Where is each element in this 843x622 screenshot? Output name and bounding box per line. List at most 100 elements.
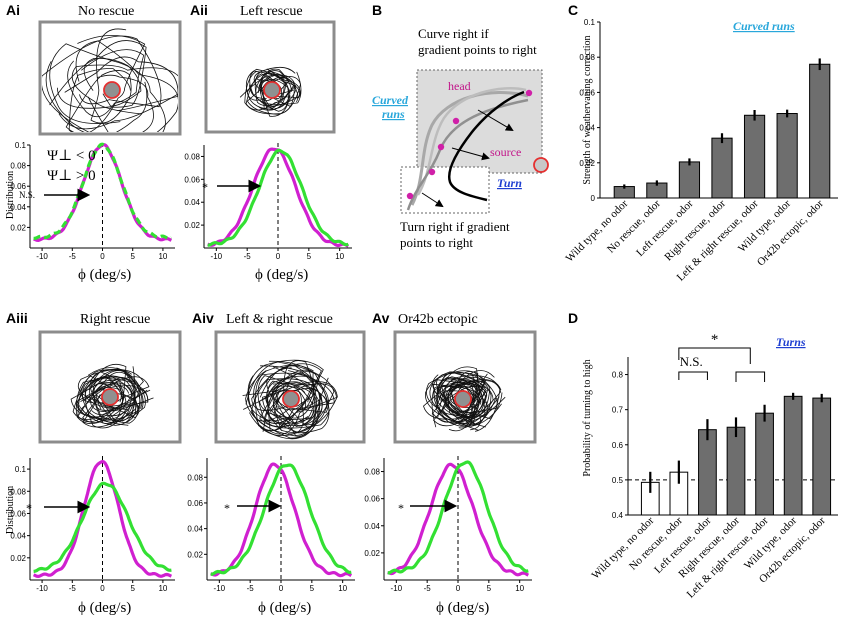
larva-trajectory xyxy=(439,366,502,427)
black-trajectory xyxy=(447,90,525,202)
b-top-text-1: Curve right if xyxy=(418,26,489,41)
b-curved-runs-2: runs xyxy=(382,107,405,121)
xlabel-ai: ϕ (deg/s) xyxy=(78,267,131,283)
panel-label-aii: Aii xyxy=(190,2,208,18)
larva-trajectory xyxy=(68,68,148,132)
series-positive-curve xyxy=(33,481,172,573)
larva-trajectory xyxy=(431,385,488,420)
larva-trajectory xyxy=(76,371,144,425)
b-bottom-text-2: points to right xyxy=(400,235,473,250)
series-negative-curve xyxy=(32,460,173,578)
distribution-plot-aiv: -10 -5 0 5 10 0.02 0.04 0.06 0.08 xyxy=(187,456,355,593)
b-top-text-2: gradient points to right xyxy=(418,42,537,57)
x-tick-label: 5 xyxy=(130,252,135,261)
y-tick-label: 0.02 xyxy=(364,549,380,558)
y-tick-label: 0.5 xyxy=(612,476,624,485)
annotation-ns-ai: N.S. xyxy=(19,190,35,200)
bar xyxy=(678,161,701,199)
larva-trajectory xyxy=(84,366,136,409)
larva-trajectory xyxy=(266,380,314,435)
larva-trajectory xyxy=(433,385,489,419)
larva-trajectory xyxy=(42,35,162,132)
x-tick-label: 5 xyxy=(487,584,492,593)
larva-trajectory xyxy=(254,364,335,432)
bar xyxy=(726,426,746,516)
y-tick-label: 0.04 xyxy=(579,124,595,133)
xlabel-aiii: ϕ (deg/s) xyxy=(78,600,131,616)
larva-trajectory xyxy=(75,378,154,423)
panel-label-c: C xyxy=(568,2,578,18)
panel-label-aiii: Aiii xyxy=(6,310,28,326)
gradient-arrow-1 xyxy=(477,109,514,132)
x-tick-label: -10 xyxy=(36,252,48,261)
y-tick-label: 0.04 xyxy=(184,198,200,207)
y-tick-label: 0.1 xyxy=(15,465,27,474)
trajectory-box-av xyxy=(393,330,537,444)
trajectory-box-aiv xyxy=(214,330,366,444)
turn-box xyxy=(400,166,490,214)
y-tick-label: 0.02 xyxy=(579,159,595,168)
series-positive-curve xyxy=(387,460,529,575)
y-tick-label: 0.06 xyxy=(364,495,380,504)
x-tick-label: -5 xyxy=(69,584,77,593)
head-dot-5 xyxy=(406,192,414,200)
ns-label: N.S. xyxy=(680,354,703,369)
b-bottom-text-1: Turn right if gradient xyxy=(400,219,510,234)
panel-b-schematic: B Curve right if gradient points to righ… xyxy=(372,2,549,250)
d-title: Turns xyxy=(776,335,806,349)
gradient-arrow-2 xyxy=(451,147,490,161)
x-tick-label: -5 xyxy=(244,252,252,261)
y-tick-label: 0.06 xyxy=(187,499,203,508)
xlabel-aii: ϕ (deg/s) xyxy=(255,267,308,283)
larva-trajectory xyxy=(245,70,295,110)
c-title: Curved runs xyxy=(733,19,795,33)
y-tick-label: 0.08 xyxy=(184,152,200,161)
series-positive-curve xyxy=(210,463,352,576)
ns-bracket xyxy=(678,371,708,380)
larva-trajectory xyxy=(433,379,489,426)
larva-trajectory xyxy=(431,376,494,423)
x-tick-label: 10 xyxy=(338,584,347,593)
larva-trajectory xyxy=(77,375,138,428)
legend-pos: Ψ⊥ > 0 xyxy=(47,168,96,184)
bar xyxy=(812,397,832,516)
group-bracket xyxy=(735,371,766,382)
b-turn-label: Turn xyxy=(497,176,522,190)
distribution-plot-av: -10 -5 0 5 10 0.02 0.04 0.06 0.08 xyxy=(364,456,532,593)
trajectory-box-aii xyxy=(204,20,336,134)
larva-trajectory xyxy=(433,378,481,424)
y-tick-label: 0.04 xyxy=(187,525,203,534)
series-positive-curve xyxy=(207,148,349,247)
annotation-star-av: * xyxy=(398,501,404,515)
panel-label-aiv: Aiv xyxy=(192,310,214,326)
distribution-plot-aiii: -10 -5 0 5 10 0.02 0.04 0.06 0.08 0.1 xyxy=(10,456,175,593)
x-tick-label: 0 xyxy=(276,252,281,261)
odor-source-dot xyxy=(101,388,119,406)
series-positive-curve xyxy=(33,142,172,240)
trajectory-paths xyxy=(70,363,154,429)
x-tick-label: 0 xyxy=(100,252,105,261)
larva-trajectory xyxy=(80,386,140,419)
x-tick-label: 10 xyxy=(158,252,167,261)
larva-trajectory xyxy=(273,390,313,425)
y-tick-label: 0.08 xyxy=(10,487,26,496)
odor-source-dot xyxy=(263,81,281,99)
gray-trajectory-1 xyxy=(410,91,529,206)
larva-trajectory xyxy=(251,367,338,429)
larva-trajectory xyxy=(439,385,481,418)
y-tick-label: 0.04 xyxy=(10,532,26,541)
y-tick-label: 0.1 xyxy=(15,141,27,150)
b-source-label: source xyxy=(490,145,521,159)
y-tick-label: 0.08 xyxy=(10,162,26,171)
odor-source-dot xyxy=(454,390,472,408)
trajectory-frame xyxy=(38,330,182,444)
larva-trajectory xyxy=(259,381,330,429)
larva-trajectory xyxy=(258,71,297,111)
bar xyxy=(776,113,798,199)
title-aiii: Right rescue xyxy=(80,312,150,327)
larva-trajectory xyxy=(84,379,128,429)
y-tick-label: 0.04 xyxy=(364,522,380,531)
